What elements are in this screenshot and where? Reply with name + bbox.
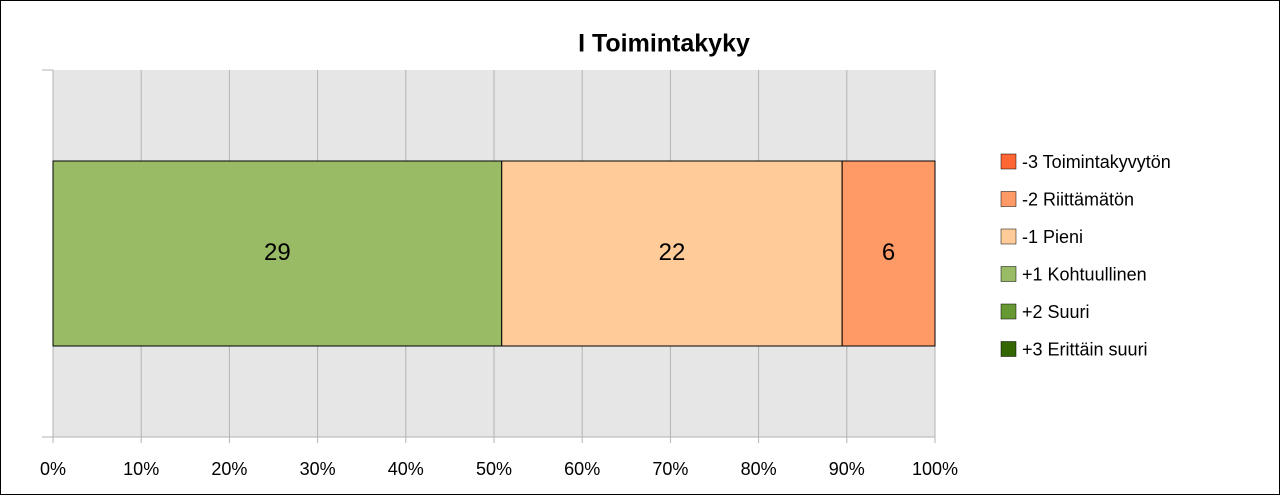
legend-swatch	[1000, 228, 1017, 245]
x-tick-label: 60%	[564, 459, 600, 479]
legend-label: +3 Erittäin suuri	[1022, 339, 1148, 359]
legend-label: +2 Suuri	[1022, 302, 1090, 322]
x-tick-label: 50%	[476, 459, 512, 479]
bar-segment	[501, 160, 843, 347]
legend-swatch	[1000, 303, 1017, 320]
legend-swatch	[1000, 153, 1017, 170]
bar-segment	[52, 160, 503, 347]
x-tick-label: 100%	[912, 459, 958, 479]
x-tick-label: 90%	[829, 459, 865, 479]
x-tick-label: 10%	[123, 459, 159, 479]
legend-swatch	[1000, 341, 1017, 357]
x-tick-label: 40%	[388, 459, 424, 479]
data-label: 29	[264, 239, 291, 266]
chart-title: I Toimintakyky	[578, 30, 750, 58]
legend-label: -3 Toimintakyvytön	[1022, 152, 1171, 172]
legend-swatch	[1000, 191, 1017, 207]
legend-label: -1 Pieni	[1022, 227, 1083, 247]
legend-label: -2 Riittämätön	[1022, 189, 1134, 209]
bar-segment	[841, 160, 936, 347]
data-label: 6	[882, 239, 895, 266]
x-tick-label: 20%	[211, 459, 247, 479]
data-label: 22	[659, 239, 686, 266]
legend-label: +1 Kohtuullinen	[1022, 264, 1147, 284]
x-tick-label: 0%	[40, 459, 66, 479]
x-tick-label: 70%	[652, 459, 688, 479]
legend-swatch	[1000, 266, 1017, 282]
x-tick-label: 30%	[300, 459, 336, 479]
x-tick-label: 80%	[741, 459, 777, 479]
